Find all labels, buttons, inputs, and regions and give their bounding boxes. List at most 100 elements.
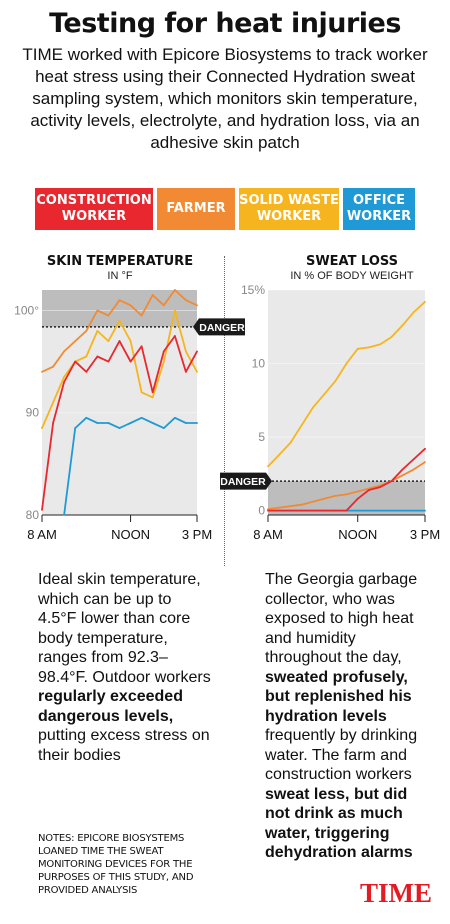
data-point-farmer (185, 299, 187, 302)
data-point-construction (52, 422, 54, 424)
data-point-construction (74, 360, 77, 363)
data-point-farmer (52, 365, 54, 368)
data-point-farmer (196, 304, 198, 307)
data-point-office (85, 416, 88, 419)
sweat-chart-title: SWEAT LOSS (305, 254, 399, 269)
data-point-waste (300, 424, 303, 427)
data-point-farmer (356, 490, 359, 493)
data-point-construction (63, 381, 66, 383)
data-point-farmer (267, 508, 269, 511)
data-point-farmer (63, 350, 66, 353)
data-point-office (379, 509, 382, 512)
skin-temperature-caption: Ideal skin temperature, which can be up … (38, 570, 213, 765)
danger-tag-label: DANGER (220, 476, 266, 488)
legend-office: OFFICE WORKER (343, 188, 415, 230)
sweat-loss-caption: The Georgia garbage collector, who was e… (265, 570, 435, 863)
data-point-construction (173, 335, 176, 337)
data-point-farmer (41, 370, 43, 373)
data-point-waste (379, 343, 382, 346)
legend: CONSTRUCTION WORKER FARMER SOLID WASTE WOR… (35, 188, 415, 230)
data-point-construction (300, 509, 303, 512)
caption-text: Ideal skin temperature, which can be up … (38, 571, 211, 686)
data-point-office (185, 422, 187, 424)
data-point-waste (173, 309, 176, 312)
data-point-waste (401, 324, 404, 327)
danger-tag-shape (193, 318, 245, 336)
notes: NOTES: EPICORE BIOSYSTEMS LOANED TIME TH… (38, 833, 194, 896)
data-point-waste (345, 362, 348, 365)
data-point-farmer (140, 314, 143, 317)
data-point-construction (162, 350, 165, 353)
data-point-construction (129, 360, 132, 363)
caption-emphasis: sweat less, but did not drink as much wa… (265, 785, 413, 862)
data-point-waste (424, 300, 426, 303)
data-point-farmer (345, 493, 348, 496)
x-tick-label: NOON (338, 527, 377, 542)
data-point-waste (334, 380, 337, 383)
data-point-waste (267, 465, 269, 468)
data-point-farmer (85, 330, 88, 332)
caption-emphasis: sweated profusely, but replenished his h… (265, 668, 412, 725)
legend-waste: SOLID WASTE WORKER (239, 188, 339, 230)
legend-construction: CONSTRUCTION WORKER (35, 188, 153, 230)
data-point-construction (334, 509, 337, 512)
caption-text: The Georgia garbage collector, who was e… (265, 571, 418, 666)
data-point-farmer (118, 299, 121, 302)
y-tick-label: 10 (252, 357, 266, 371)
data-point-construction (118, 340, 121, 343)
data-point-waste (311, 406, 314, 409)
data-point-office (162, 427, 165, 429)
x-tick-label: NOON (111, 527, 150, 542)
data-point-waste (140, 391, 143, 394)
data-point-waste (390, 336, 393, 338)
data-point-waste (151, 396, 154, 399)
data-point-waste (185, 350, 187, 353)
data-point-farmer (107, 314, 110, 317)
data-point-waste (118, 319, 121, 322)
data-point-office (118, 427, 121, 429)
data-point-office (390, 509, 393, 512)
x-tick-label: 8 AM (253, 527, 283, 542)
data-point-waste (289, 442, 292, 444)
data-point-farmer (424, 461, 426, 463)
data-point-waste (196, 370, 198, 373)
data-point-construction (185, 370, 187, 373)
data-point-construction (196, 350, 198, 353)
data-point-waste (96, 330, 99, 332)
danger-tag: DANGER (193, 318, 245, 336)
data-point-office (140, 416, 143, 419)
data-point-construction (345, 509, 348, 512)
danger-tag: DANGER (220, 472, 272, 490)
caption-emphasis: regularly exceeded dangerous levels, (38, 688, 183, 725)
data-point-office (129, 422, 132, 424)
intro-text: TIME worked with Epicore Biosystems to t… (22, 45, 428, 152)
data-point-office (74, 427, 77, 429)
data-point-farmer (412, 468, 415, 471)
data-point-construction (424, 447, 426, 450)
skin-chart-title: SKIN TEMPERATURE (46, 254, 194, 269)
caption-text: frequently by drinking water. The farm a… (265, 727, 418, 783)
sweat-loss-chart: 0 5 10 15% 8 AM NOON 3 PM DANGER (220, 283, 440, 542)
data-point-waste (323, 393, 325, 396)
y-tick-label: 80 (26, 508, 40, 522)
danger-tag-label: DANGER (199, 322, 245, 334)
data-point-waste (356, 347, 359, 350)
data-point-construction (151, 391, 154, 394)
data-point-farmer (401, 474, 404, 477)
data-point-construction (412, 458, 415, 461)
x-tick-label: 3 PM (182, 527, 212, 542)
data-point-office (368, 509, 370, 512)
data-point-construction (140, 345, 143, 348)
data-point-office (151, 422, 154, 424)
danger-tag-shape (220, 472, 272, 490)
data-point-farmer (162, 304, 165, 307)
legend-label-line2: WORKER (61, 209, 127, 224)
data-point-waste (85, 355, 88, 358)
data-point-waste (162, 360, 165, 363)
time-logo: TIME (360, 878, 433, 908)
data-point-office (401, 509, 404, 512)
x-tick-label: 3 PM (410, 527, 440, 542)
legend-label-line1: SOLID WASTE (239, 193, 339, 208)
data-point-farmer (300, 503, 303, 506)
data-point-construction (278, 509, 281, 512)
